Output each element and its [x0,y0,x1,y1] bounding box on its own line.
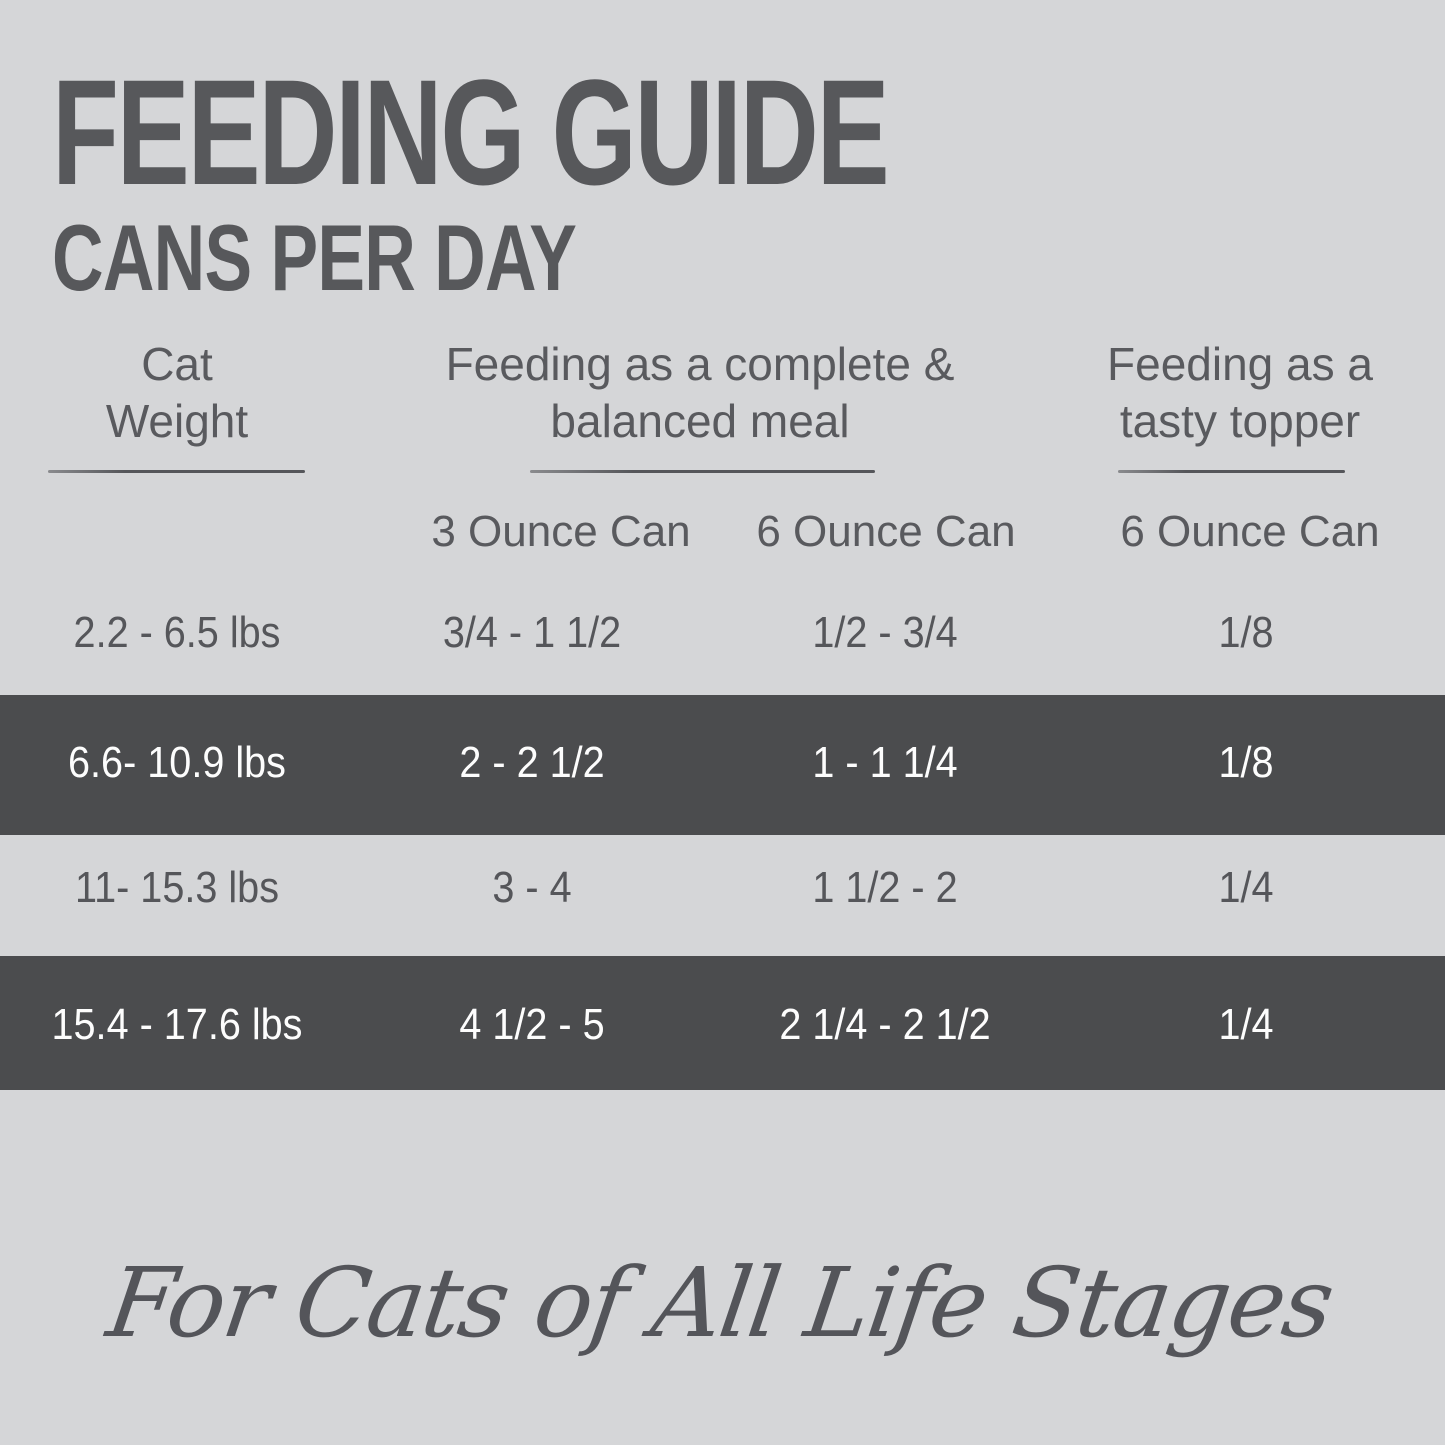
column-header-complete-meal-line2: balanced meal [550,395,850,447]
cell-3oz-row-2: 2 - 2 1/2 [459,738,605,787]
page-subtitle: CANS PER DAY [52,205,577,310]
cell-3oz-row-3: 3 - 4 [492,863,572,912]
column-header-cat-weight-line2: Weight [105,395,249,447]
cell-weight-row-4: 15.4 - 17.6 lbs [51,1000,303,1049]
column-header-complete-meal-line1: Feeding as a complete & [445,338,955,390]
highlight-band-row-2 [0,695,1445,835]
cell-6oz-meal-row-4: 2 1/4 - 2 1/2 [779,1000,991,1049]
cell-6oz-meal-row-1: 1/2 - 3/4 [812,608,958,657]
cell-3oz-row-1: 3/4 - 1 1/2 [442,608,622,657]
cell-6oz-topper-row-2: 1/8 [1218,738,1274,787]
footer-script-all-life-stages: For Cats of All Life Stages [101,1247,1339,1359]
cell-6oz-topper-row-1: 1/8 [1218,608,1274,657]
subheader-3oz-can: 3 Ounce Can [431,507,691,556]
cell-weight-row-1: 2.2 - 6.5 lbs [73,608,281,657]
cell-weight-row-2: 6.6- 10.9 lbs [68,738,286,787]
column-header-tasty-topper-line2: tasty topper [1119,395,1361,447]
column-header-tasty-topper-line1: Feeding as a [1107,338,1373,390]
cell-3oz-row-4: 4 1/2 - 5 [459,1000,605,1049]
subheader-6oz-can-meal: 6 Ounce Can [756,507,1016,556]
column-header-cat-weight-line1: Cat [141,338,213,390]
header-underline-cat-weight [48,470,305,473]
cell-weight-row-3: 11- 15.3 lbs [74,863,280,912]
cell-6oz-topper-row-4: 1/4 [1218,1000,1274,1049]
cell-6oz-meal-row-2: 1 - 1 1/4 [812,738,958,787]
highlight-band-row-4 [0,956,1445,1090]
subheader-6oz-can-topper: 6 Ounce Can [1120,507,1380,556]
cell-6oz-meal-row-3: 1 1/2 - 2 [812,863,958,912]
header-underline-tasty-topper [1118,470,1345,473]
page-title: FEEDING GUIDE [52,48,890,216]
cell-6oz-topper-row-3: 1/4 [1218,863,1274,912]
header-underline-complete-meal [530,470,875,473]
